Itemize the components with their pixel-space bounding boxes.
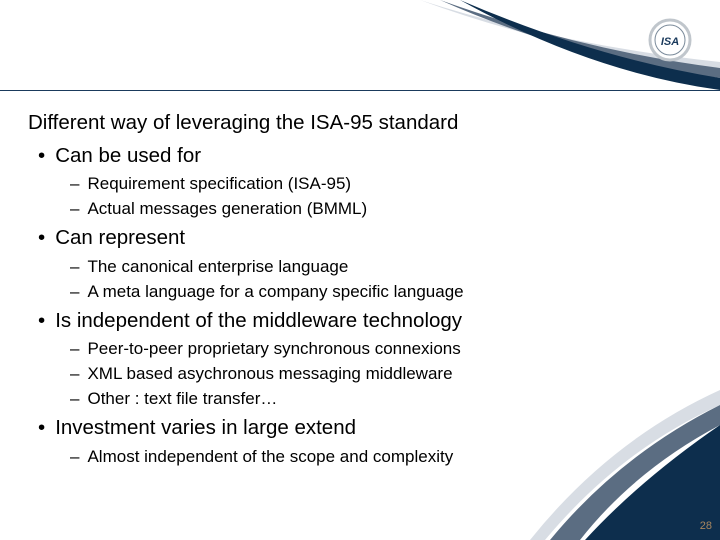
bullet-level-2: –Peer-to-peer proprietary synchronous co… [70, 338, 692, 361]
bullet-level-2: –The canonical enterprise language [70, 256, 692, 279]
bullet-level-2: –Actual messages generation (BMML) [70, 198, 692, 221]
bullet-level-2: –XML based asychronous messaging middlew… [70, 363, 692, 386]
bullet-level-2: –Almost independent of the scope and com… [70, 446, 692, 469]
bullet-level-1: •Can represent [38, 225, 692, 252]
bullet-list: •Can be used for –Requirement specificati… [28, 143, 692, 469]
slide-heading: Different way of leveraging the ISA-95 s… [28, 110, 692, 137]
header-swoosh [0, 0, 720, 95]
bullet-level-2: –Other : text file transfer… [70, 388, 692, 411]
svg-text:ISA: ISA [661, 36, 679, 48]
bullet-level-1: •Is independent of the middleware techno… [38, 308, 692, 335]
bullet-level-2: –A meta language for a company specific … [70, 281, 692, 304]
isa-logo-icon: ISA [648, 18, 692, 62]
page-number: 28 [700, 520, 712, 532]
bullet-level-1: •Investment varies in large extend [38, 415, 692, 442]
header-divider [0, 90, 720, 91]
bullet-level-1: •Can be used for [38, 143, 692, 170]
slide-content: Different way of leveraging the ISA-95 s… [28, 110, 692, 471]
bullet-level-2: –Requirement specification (ISA-95) [70, 173, 692, 196]
slide-header: ISA [0, 0, 720, 95]
